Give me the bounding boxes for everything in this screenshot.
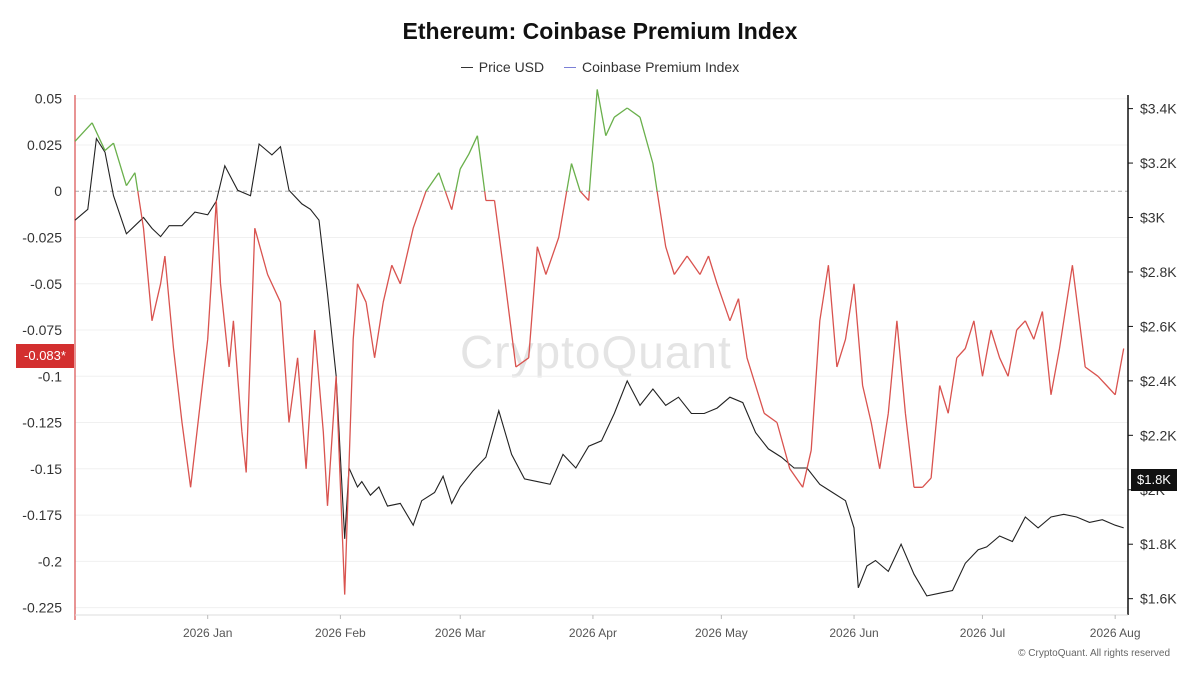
x-tick-label-4: 2026 May — [695, 626, 748, 640]
x-tick-label-7: 2026 Aug — [1090, 626, 1141, 640]
x-tick-label-6: 2026 Jul — [960, 626, 1005, 640]
legend-item-price[interactable]: Price USD — [460, 59, 545, 75]
series-premium-negative-line — [137, 190, 1125, 595]
left-tick-label-1: 0.025 — [27, 137, 62, 153]
left-tick-label-5: -0.075 — [22, 322, 62, 338]
current-price-badge: $1.8K — [1131, 469, 1177, 491]
left-tick-label-2: 0 — [54, 183, 62, 199]
left-tick-label-7: -0.125 — [22, 415, 62, 431]
left-tick-label-10: -0.2 — [38, 553, 62, 569]
left-tick-label-0: 0.05 — [35, 91, 62, 107]
chart-title: Ethereum: Coinbase Premium Index — [402, 18, 798, 44]
series-price-line — [74, 137, 1124, 597]
x-tick-label-3: 2026 Apr — [569, 626, 617, 640]
copyright-notice: © CryptoQuant. All rights reserved — [1018, 648, 1170, 659]
left-tick-label-6: -0.1 — [38, 368, 62, 384]
right-tick-label-1: $3.2K — [1140, 155, 1177, 171]
x-tick-label-1: 2026 Feb — [315, 626, 366, 640]
x-tick-label-2: 2026 Mar — [435, 626, 486, 640]
right-tick-label-8: $1.8K — [1140, 536, 1177, 552]
legend: Price USD Coinbase Premium Index — [0, 59, 1200, 75]
legend-label-price: Price USD — [478, 59, 545, 75]
left-tick-label-9: -0.175 — [22, 507, 62, 523]
legend-label-premium: Coinbase Premium Index — [582, 59, 740, 75]
series-premium-positive-line — [74, 89, 658, 192]
right-tick-label-3: $2.8K — [1140, 264, 1177, 280]
legend-swatch-premium — [564, 66, 577, 68]
right-tick-label-4: $2.6K — [1140, 318, 1177, 334]
legend-swatch-price — [460, 66, 473, 68]
watermark: CryptoQuant — [460, 326, 732, 378]
right-tick-label-5: $2.4K — [1140, 373, 1177, 389]
left-tick-label-8: -0.15 — [30, 461, 62, 477]
right-tick-label-6: $2.2K — [1140, 427, 1177, 443]
right-tick-label-9: $1.6K — [1140, 591, 1177, 607]
right-tick-label-2: $3K — [1140, 210, 1166, 226]
x-tick-label-5: 2026 Jun — [829, 626, 878, 640]
legend-item-premium[interactable]: Coinbase Premium Index — [564, 59, 739, 75]
right-tick-label-0: $3.4K — [1140, 101, 1177, 117]
left-tick-label-11: -0.225 — [22, 600, 62, 616]
current-value-badge: -0.083* — [16, 344, 74, 368]
left-tick-label-3: -0.025 — [22, 229, 62, 245]
x-tick-label-0: 2026 Jan — [183, 626, 232, 640]
left-tick-label-4: -0.05 — [30, 276, 62, 292]
